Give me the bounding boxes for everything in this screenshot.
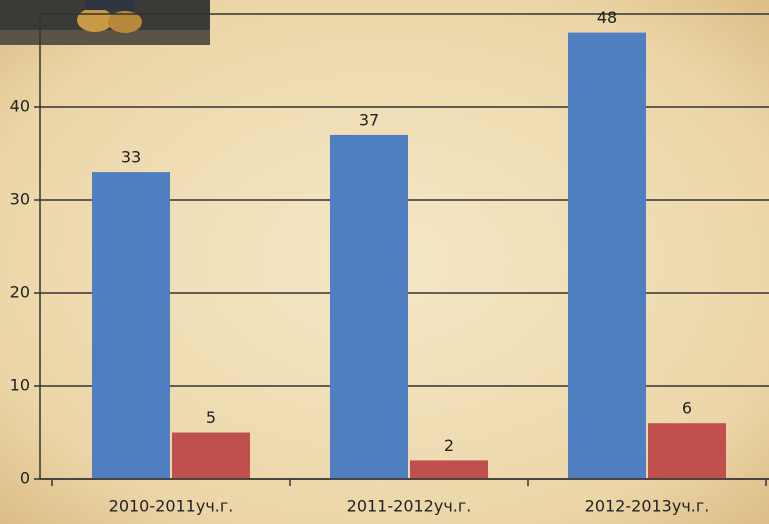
- x-tick-label: 2010-2011уч.г.: [109, 497, 234, 516]
- y-tick-label: 20: [10, 283, 30, 302]
- bar: [92, 172, 170, 479]
- bar: [568, 33, 646, 479]
- data-label: 33: [121, 148, 141, 167]
- x-tick-label: 2012-2013уч.г.: [585, 497, 710, 516]
- bar: [410, 460, 488, 479]
- bar: [648, 423, 726, 479]
- y-tick-label: 40: [10, 97, 30, 116]
- photo: [0, 0, 210, 45]
- data-label: 6: [682, 399, 692, 418]
- page: 0 10 20 30 40 2010-2011уч.г. 33 5 2011-2012уч.г.…: [0, 0, 769, 524]
- y-tick-label: 0: [20, 469, 30, 488]
- y-tick-label: 30: [10, 190, 30, 209]
- data-label: 2: [444, 436, 454, 455]
- y-tick-label: 10: [10, 376, 30, 395]
- x-tick-label: 2011-2012уч.г.: [347, 497, 472, 516]
- data-label: 48: [597, 8, 617, 27]
- data-label: 5: [206, 408, 216, 427]
- bar: [172, 433, 250, 480]
- bar: [330, 135, 408, 479]
- data-label: 37: [359, 110, 379, 129]
- chart: 0 10 20 30 40 2010-2011уч.г. 33 5 2011-2012уч.г.…: [0, 0, 769, 524]
